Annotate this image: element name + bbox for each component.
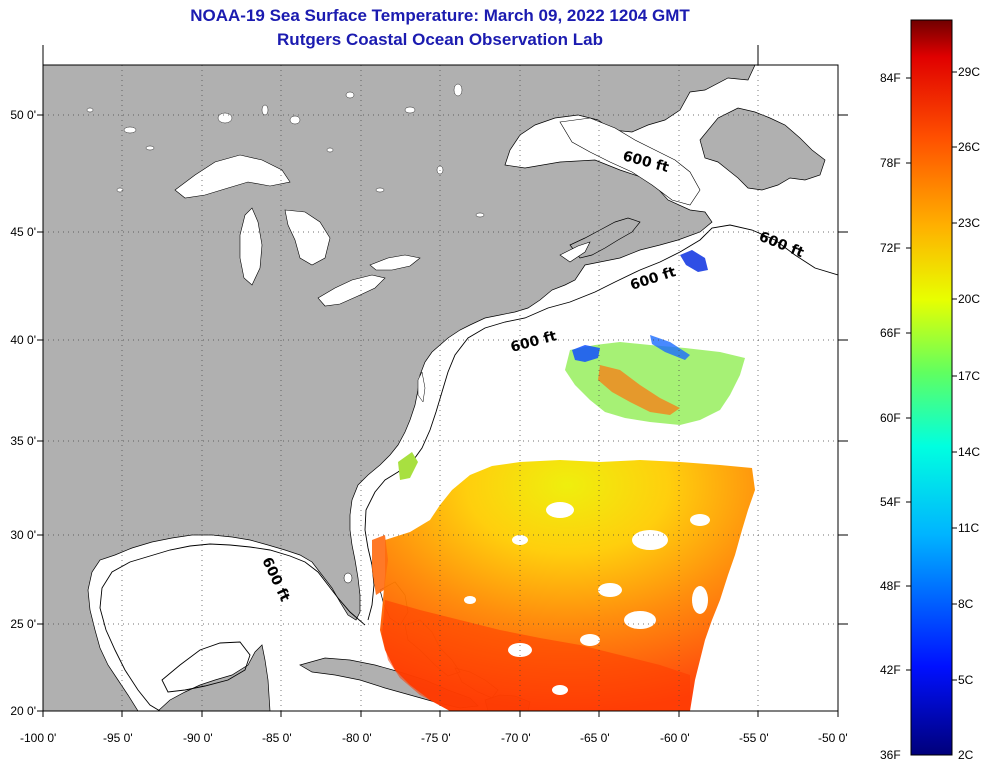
cb-f-36: 36F <box>880 748 901 762</box>
cb-f-78: 78F <box>880 156 901 170</box>
lon-label-60: -60 0' <box>660 731 690 745</box>
lon-label-75: -75 0' <box>421 731 451 745</box>
shelf-contour <box>99 224 838 711</box>
cb-c-26: 26C <box>958 140 981 154</box>
newfoundland-land <box>699 107 826 191</box>
lat-label-50: 50 0' <box>10 108 36 122</box>
cloud-gaps <box>464 502 710 695</box>
cb-c-5: 5C <box>958 673 974 687</box>
cb-f-72: 72F <box>880 241 901 255</box>
cb-c-23: 23C <box>958 216 981 230</box>
lon-label-55: -55 0' <box>739 731 769 745</box>
lake-michigan <box>239 207 263 286</box>
cb-f-60: 60F <box>880 411 901 425</box>
lon-label-80: -80 0' <box>342 731 372 745</box>
lon-label-90: -90 0' <box>183 731 213 745</box>
sst-cold-edge <box>572 345 600 362</box>
lon-label-50: -50 0' <box>818 731 848 745</box>
lat-label-30: 30 0' <box>10 528 36 542</box>
cb-f-54: 54F <box>880 495 901 509</box>
lon-label-100: -100 0' <box>20 731 57 745</box>
cb-c-2: 2C <box>958 748 974 762</box>
lon-label-85: -85 0' <box>262 731 292 745</box>
lat-label-20: 20 0' <box>10 704 36 718</box>
yucatan-land <box>157 644 271 711</box>
sst-se-coast <box>372 535 388 595</box>
lat-label-45: 45 0' <box>10 225 36 239</box>
map-subtitle: Rutgers Coastal Ocean Observation Lab <box>277 30 603 49</box>
sst-cold-edge-2 <box>650 335 690 360</box>
bay-of-fundy <box>559 241 591 263</box>
lake-ontario <box>369 254 421 271</box>
small-lakes <box>86 83 485 218</box>
cb-f-48: 48F <box>880 579 901 593</box>
north-america-land <box>43 65 756 711</box>
cb-f-84: 84F <box>880 71 901 85</box>
lake-okeechobee <box>343 572 353 584</box>
lat-label-25: 25 0' <box>10 617 36 631</box>
lat-label-40: 40 0' <box>10 333 36 347</box>
lat-label-35: 35 0' <box>10 434 36 448</box>
cb-f-42: 42F <box>880 663 901 677</box>
lake-huron <box>284 209 331 266</box>
sst-hatteras <box>398 452 418 480</box>
sst-gulfstream-warm <box>598 365 680 415</box>
lon-label-65: -65 0' <box>580 731 610 745</box>
gulf-st-lawrence <box>559 117 701 206</box>
colorbar-ticks <box>906 71 957 681</box>
sst-gulfstream-patch <box>565 342 745 425</box>
cb-c-8: 8C <box>958 597 974 611</box>
cb-c-20: 20C <box>958 292 981 306</box>
cb-f-66: 66F <box>880 326 901 340</box>
cb-c-11: 11C <box>958 521 980 535</box>
sst-hot-band <box>382 600 690 711</box>
lake-superior <box>174 154 291 199</box>
cb-c-29: 29C <box>958 65 981 79</box>
colorbar <box>910 19 953 756</box>
lon-label-70: -70 0' <box>501 731 531 745</box>
lon-label-95: -95 0' <box>103 731 133 745</box>
lake-erie <box>317 274 386 307</box>
chesapeake-bay <box>417 371 426 403</box>
nova-scotia-land <box>569 217 641 259</box>
cb-c-14: 14C <box>958 445 981 459</box>
cb-c-17: 17C <box>958 369 981 383</box>
sst-cold-edge-3 <box>680 250 708 272</box>
axis-ticks <box>37 45 848 717</box>
map-title: NOAA-19 Sea Surface Temperature: March 0… <box>190 6 690 25</box>
